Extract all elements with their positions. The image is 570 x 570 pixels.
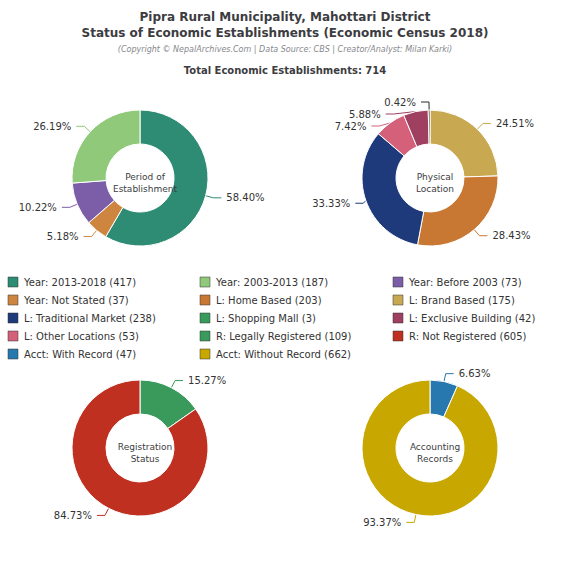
svg-text:L: Other Locations (53): L: Other Locations (53)	[24, 331, 139, 342]
svg-text:Total Economic Establishments:: Total Economic Establishments: 714	[184, 65, 387, 76]
svg-text:0.42%: 0.42%	[384, 97, 416, 108]
svg-text:Status: Status	[131, 454, 160, 464]
svg-text:5.88%: 5.88%	[349, 109, 381, 120]
svg-text:7.42%: 7.42%	[335, 121, 367, 132]
svg-text:Registration: Registration	[118, 442, 172, 452]
svg-text:Records: Records	[417, 454, 453, 464]
svg-text:Year: 2013-2018 (417): Year: 2013-2018 (417)	[23, 277, 136, 288]
svg-text:L: Exclusive Building (42): L: Exclusive Building (42)	[409, 313, 535, 324]
svg-text:R: Legally Registered (109): R: Legally Registered (109)	[216, 331, 351, 342]
svg-text:Year: Before 2003 (73): Year: Before 2003 (73)	[408, 277, 522, 288]
svg-text:(Copyright © NepalArchives.Com: (Copyright © NepalArchives.Com | Data So…	[118, 45, 452, 54]
svg-text:Period of: Period of	[125, 172, 165, 182]
svg-text:R: Not Registered (605): R: Not Registered (605)	[409, 331, 527, 342]
svg-text:Pipra Rural Municipality, Maho: Pipra Rural Municipality, Mahottari Dist…	[140, 10, 431, 24]
svg-text:Accounting: Accounting	[410, 442, 460, 452]
svg-text:L: Traditional Market (238): L: Traditional Market (238)	[24, 313, 156, 324]
svg-text:Physical: Physical	[417, 172, 454, 182]
svg-text:Location: Location	[416, 184, 454, 194]
svg-text:15.27%: 15.27%	[188, 375, 226, 386]
svg-text:Year: 2003-2013 (187): Year: 2003-2013 (187)	[215, 277, 328, 288]
svg-text:93.37%: 93.37%	[363, 517, 401, 528]
svg-text:Year: Not Stated (37): Year: Not Stated (37)	[23, 295, 129, 306]
svg-text:Establishment: Establishment	[113, 184, 178, 194]
svg-text:24.51%: 24.51%	[496, 118, 534, 129]
svg-text:58.40%: 58.40%	[226, 192, 264, 203]
svg-text:26.19%: 26.19%	[33, 121, 71, 132]
svg-text:6.63%: 6.63%	[459, 368, 491, 379]
svg-text:L: Shopping Mall (3): L: Shopping Mall (3)	[216, 313, 316, 324]
svg-text:L: Brand Based (175): L: Brand Based (175)	[409, 295, 515, 306]
svg-text:5.18%: 5.18%	[47, 231, 79, 242]
svg-text:L: Home Based (203): L: Home Based (203)	[216, 295, 322, 306]
svg-text:Status of Economic Establishme: Status of Economic Establishments (Econo…	[82, 26, 489, 40]
svg-text:33.33%: 33.33%	[312, 198, 350, 209]
svg-text:Acct: With Record (47): Acct: With Record (47)	[24, 349, 136, 360]
svg-text:Acct: Without Record (662): Acct: Without Record (662)	[216, 349, 351, 360]
svg-text:84.73%: 84.73%	[54, 510, 92, 521]
svg-text:10.22%: 10.22%	[19, 202, 57, 213]
svg-text:28.43%: 28.43%	[492, 230, 530, 241]
